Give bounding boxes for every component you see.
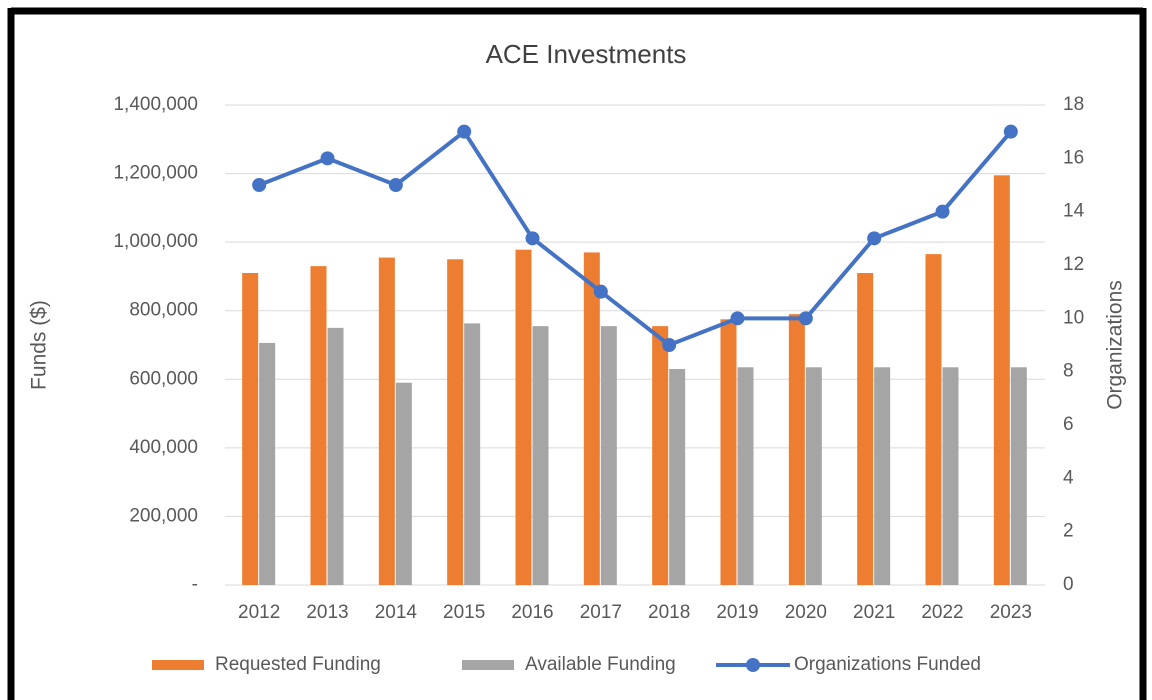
bar	[993, 175, 1010, 586]
line	[258, 129, 1013, 347]
bar	[515, 249, 532, 585]
y-tick-label: 200,000	[129, 505, 198, 526]
bar	[327, 327, 344, 585]
y2-axis-title: Organizations	[1104, 280, 1127, 410]
x-tick-label: 2018	[648, 602, 690, 623]
bar	[242, 273, 259, 585]
bar	[737, 367, 754, 585]
bar	[583, 252, 600, 585]
legend-label: Organizations Funded	[794, 654, 981, 675]
x-tick-label: 2023	[990, 602, 1032, 623]
legend-swatch	[746, 658, 760, 672]
legend-swatch	[462, 660, 514, 670]
line-marker	[1003, 124, 1018, 139]
y-tick-label: 800,000	[129, 300, 198, 321]
y2-tick-label: 10	[1063, 307, 1084, 328]
x-tick-label: 2016	[511, 602, 553, 623]
chart-title: ACE Investments	[486, 39, 687, 69]
y-tick-label: -	[192, 574, 198, 595]
y-tick-label: 600,000	[129, 368, 198, 389]
x-tick-label: 2015	[443, 602, 485, 623]
line-marker	[867, 231, 882, 246]
x-tick-label: 2014	[375, 602, 418, 623]
y-tick-label: 1,400,000	[113, 94, 198, 115]
line-marker	[593, 284, 608, 299]
legend-swatch	[152, 660, 204, 670]
x-tick-label: 2019	[716, 602, 758, 623]
x-tick-label: 2022	[921, 602, 963, 623]
bar	[720, 319, 737, 585]
y2-tick-label: 6	[1063, 414, 1074, 435]
x-tick-label: 2013	[306, 602, 348, 623]
x-tick-label: 2020	[785, 602, 827, 623]
bar	[600, 326, 617, 585]
bar	[942, 367, 959, 585]
bar	[532, 326, 549, 585]
y2-tick-label: 8	[1063, 361, 1074, 382]
y-axis-title: Funds ($)	[28, 300, 51, 390]
line-marker	[730, 311, 745, 326]
y-tick-label: 1,000,000	[113, 231, 198, 252]
y2-tick-label: 16	[1063, 147, 1084, 168]
y-tick-label: 400,000	[129, 437, 198, 458]
y2-tick-label: 18	[1063, 94, 1084, 115]
y2-tick-label: 2	[1063, 521, 1074, 542]
bar	[464, 323, 481, 585]
bar	[805, 367, 822, 585]
line-marker	[320, 151, 335, 166]
bar	[874, 367, 891, 585]
legend-label: Requested Funding	[215, 654, 381, 675]
x-tick-label: 2021	[853, 602, 895, 623]
legend-label: Available Funding	[525, 654, 676, 675]
y2-tick-label: 0	[1063, 574, 1074, 595]
bar	[652, 326, 669, 585]
line-marker	[388, 178, 403, 192]
bar	[788, 314, 805, 585]
bar	[259, 342, 276, 585]
line-marker	[252, 178, 267, 192]
bar	[310, 266, 327, 585]
bar	[925, 254, 942, 585]
bar	[395, 382, 412, 585]
y2-tick-label: 14	[1063, 201, 1085, 222]
bar	[857, 273, 874, 585]
bar	[669, 369, 686, 585]
x-tick-label: 2017	[580, 602, 622, 623]
line-marker	[935, 204, 950, 219]
y2-tick-label: 12	[1063, 254, 1084, 275]
line-marker	[662, 338, 677, 352]
x-tick-label: 2012	[238, 602, 280, 623]
bar	[378, 257, 395, 585]
line-marker	[457, 124, 472, 139]
bar	[1010, 367, 1027, 585]
y2-tick-label: 4	[1063, 467, 1074, 488]
bar	[447, 259, 464, 585]
line-marker	[525, 231, 540, 246]
line-marker	[798, 311, 813, 326]
y-tick-label: 1,200,000	[113, 163, 198, 184]
